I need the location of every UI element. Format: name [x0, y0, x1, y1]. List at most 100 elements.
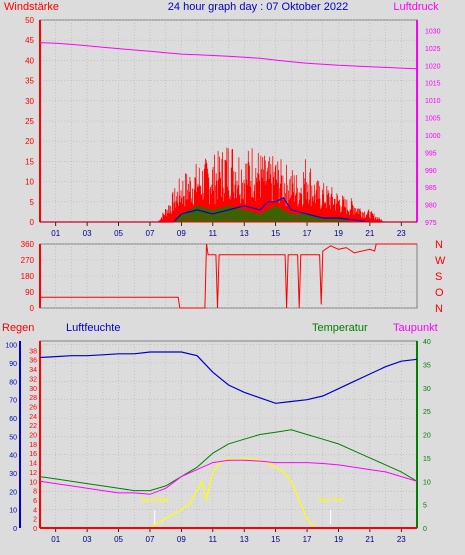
rain-y-tick-label: 8: [33, 489, 37, 496]
wind-y-tick-label: 15: [25, 157, 34, 166]
humidity-y-tick-label: 70: [9, 398, 17, 405]
pressure-y-tick-label: 1000: [425, 133, 441, 140]
sunrise-label: Sun Rise: [140, 497, 169, 504]
pressure-y-tick-label: 1015: [425, 81, 441, 88]
temperature-y-tick-label: 5: [423, 503, 427, 510]
humidity-y-tick-label: 20: [9, 489, 17, 496]
direction-y-tick-label: 180: [21, 272, 35, 281]
pressure-y-tick-label: 1005: [425, 116, 441, 123]
rain-y-tick-label: 38: [29, 348, 37, 355]
rain-y-tick-label: 18: [29, 442, 37, 449]
pressure-series: [39, 42, 418, 70]
wind-y-tick-label: 5: [30, 198, 35, 207]
humidity-y-tick-label: 10: [9, 508, 17, 515]
wind-series: [40, 197, 417, 223]
rain-y-tick-label: 2: [33, 517, 37, 524]
wind-panel-x-tick-label: 15: [271, 229, 280, 238]
wind-y-tick-label: 30: [25, 97, 34, 106]
rain-y-tick-label: 4: [33, 507, 37, 514]
wind-panel-x-tick-label: 13: [240, 229, 249, 238]
rain-y-tick-label: 24: [29, 414, 37, 421]
pressure-y-tick-label: 980: [425, 203, 437, 210]
wind-y-tick-label: 0: [30, 218, 35, 227]
rain-y-tick-label: 32: [29, 376, 37, 383]
rain-y-tick-label: 10: [29, 479, 37, 486]
dewpoint-series: [39, 459, 418, 495]
climate-panel-x-tick-label: 15: [271, 535, 280, 544]
pressure-y-tick-label: 995: [425, 150, 437, 157]
temperature-y-tick-label: 15: [423, 456, 431, 463]
temperature-y-tick-label: 10: [423, 479, 431, 486]
wind-panel-x-tick-label: 03: [83, 229, 92, 238]
wind-panel-x-tick-label: 19: [334, 229, 343, 238]
climate-panel-x-tick-label: 07: [146, 535, 155, 544]
climate-panel-x-tick-label: 17: [303, 535, 312, 544]
humidity-y-tick-label: 50: [9, 434, 17, 441]
wind-y-tick-label: 25: [25, 117, 34, 126]
wind-y-tick-label: 50: [25, 16, 34, 25]
climate-panel-x-tick-label: 23: [397, 535, 406, 544]
direction-y-tick-label: 360: [21, 240, 35, 249]
rain-y-tick-label: 34: [29, 367, 37, 374]
direction-y-tick-label: 270: [21, 256, 35, 265]
direction-compass-label: N: [435, 303, 443, 315]
wind-axis-label: Windstärke: [4, 1, 59, 13]
wind-panel-x-tick-label: 11: [209, 229, 218, 238]
humidity-axis-label: Luftfeuchte: [66, 322, 120, 334]
temperature-y-tick-label: 0: [423, 526, 427, 533]
rain-y-tick-label: 36: [29, 358, 37, 365]
direction-compass-label: N: [435, 239, 443, 251]
climate-panel-x-tick-label: 09: [177, 535, 186, 544]
wind-y-tick-label: 45: [25, 36, 34, 45]
climate-panel-x-tick-label: 03: [83, 535, 92, 544]
dewpoint-axis-label: Taupunkt: [393, 322, 438, 334]
rain-y-tick-label: 16: [29, 451, 37, 458]
rain-y-tick-label: 20: [29, 433, 37, 440]
pressure-y-tick-label: 990: [425, 168, 437, 175]
temperature-series: [39, 429, 418, 492]
climate-panel-x-tick-label: 01: [51, 535, 60, 544]
pressure-y-tick-label: 1025: [425, 46, 441, 53]
rain-y-tick-label: 28: [29, 395, 37, 402]
wind-y-tick-label: 20: [25, 137, 34, 146]
climate-panel-x-tick-label: 05: [114, 535, 123, 544]
humidity-y-tick-label: 100: [5, 343, 17, 350]
humidity-y-tick-label: 0: [13, 526, 17, 533]
wind-panel-x-tick-label: 17: [303, 229, 312, 238]
direction-compass-label: S: [435, 271, 442, 283]
wind-panel-x-tick-label: 21: [365, 229, 374, 238]
wind-panel-x-tick-label: 23: [397, 229, 406, 238]
direction-y-tick-label: 90: [25, 288, 34, 297]
sunset-label: Sun Set: [318, 497, 343, 504]
wind-panel-x-tick-label: 07: [146, 229, 155, 238]
temperature-y-tick-label: 25: [423, 409, 431, 416]
wind-panel-x-tick-label: 05: [114, 229, 123, 238]
rain-y-tick-label: 30: [29, 386, 37, 393]
pressure-y-tick-label: 985: [425, 185, 437, 192]
pressure-y-tick-label: 1030: [425, 28, 441, 35]
wind-panel-x-tick-label: 09: [177, 229, 186, 238]
solar-series: [40, 457, 417, 529]
wind-y-tick-label: 10: [25, 178, 34, 187]
rain-y-tick-label: 12: [29, 470, 37, 477]
temperature-y-tick-label: 35: [423, 362, 431, 369]
humidity-y-tick-label: 90: [9, 361, 17, 368]
humidity-y-tick-label: 60: [9, 416, 17, 423]
humidity-y-tick-label: 40: [9, 453, 17, 460]
temperature-axis-label: Temperatur: [312, 322, 368, 334]
pressure-y-tick-label: 975: [425, 220, 437, 227]
rain-y-tick-label: 6: [33, 498, 37, 505]
wind-direction-series: [40, 243, 417, 309]
chart-title: 24 hour graph day : 07 Oktober 2022: [168, 1, 348, 13]
climate-panel-x-tick-label: 21: [365, 535, 374, 544]
temperature-y-tick-label: 20: [423, 433, 431, 440]
rain-y-tick-label: 0: [33, 526, 37, 533]
climate-panel-x-tick-label: 11: [209, 535, 218, 544]
direction-y-tick-label: 0: [30, 304, 35, 313]
humidity-series: [39, 351, 418, 404]
humidity-y-tick-label: 30: [9, 471, 17, 478]
temperature-y-tick-label: 30: [423, 386, 431, 393]
rain-axis-label: Regen: [2, 322, 34, 334]
